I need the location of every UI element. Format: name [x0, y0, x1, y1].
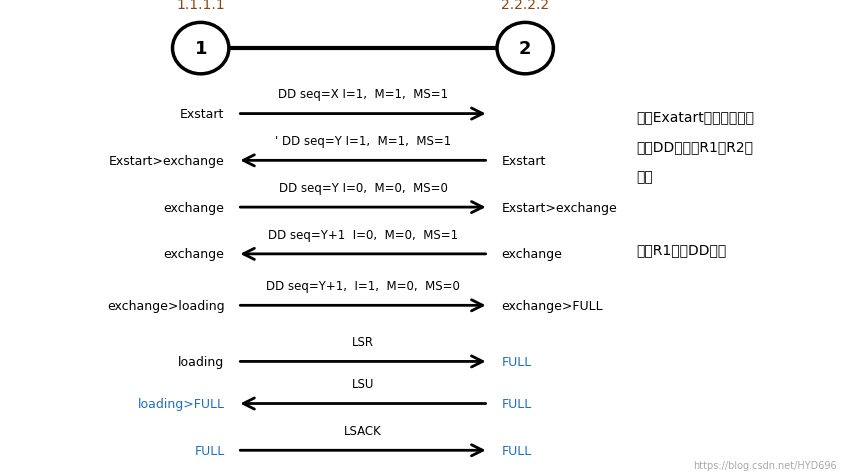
Text: Exstart>exchange: Exstart>exchange	[108, 155, 224, 168]
Text: 发）: 发）	[635, 170, 653, 184]
Ellipse shape	[496, 23, 553, 75]
Text: DD seq=Y+1,  I=1,  M=0,  MS=0: DD seq=Y+1, I=1, M=0, MS=0	[265, 279, 460, 293]
Text: loading: loading	[178, 355, 224, 368]
Text: FULL: FULL	[501, 397, 531, 410]
Text: Exstart>exchange: Exstart>exchange	[501, 201, 617, 214]
Text: exchange: exchange	[164, 201, 224, 214]
Text: https://blog.csdn.net/HYD696: https://blog.csdn.net/HYD696	[693, 460, 836, 470]
Text: DD seq=Y+1  I=0,  M=0,  MS=1: DD seq=Y+1 I=0, M=0, MS=1	[268, 228, 457, 241]
Text: exchange: exchange	[501, 248, 561, 261]
Text: 1: 1	[194, 40, 206, 58]
Text: FULL: FULL	[501, 355, 531, 368]
Text: 进入Exatart状态，并交互: 进入Exatart状态，并交互	[635, 109, 753, 124]
Text: exchange: exchange	[164, 248, 224, 261]
Text: Exstart: Exstart	[501, 155, 545, 168]
Text: exchange>loading: exchange>loading	[107, 299, 224, 312]
Text: loading>FULL: loading>FULL	[137, 397, 224, 410]
Text: 2.2.2.2: 2.2.2.2	[501, 0, 548, 12]
Text: 首先R1发送DD报文: 首先R1发送DD报文	[635, 243, 726, 257]
Text: ' DD seq=Y I=1,  M=1,  MS=1: ' DD seq=Y I=1, M=1, MS=1	[275, 135, 450, 148]
Text: DD seq=X I=1,  M=1,  MS=1: DD seq=X I=1, M=1, MS=1	[277, 88, 448, 101]
Text: 空的DD报文（R1、R2都: 空的DD报文（R1、R2都	[635, 140, 752, 154]
Ellipse shape	[172, 23, 229, 75]
Text: FULL: FULL	[194, 444, 224, 457]
Text: LSACK: LSACK	[344, 424, 381, 437]
Text: Exstart: Exstart	[180, 108, 224, 121]
Text: LSU: LSU	[351, 377, 374, 391]
Text: 2: 2	[519, 40, 531, 58]
Text: exchange>FULL: exchange>FULL	[501, 299, 602, 312]
Text: LSR: LSR	[351, 336, 374, 348]
Text: 1.1.1.1: 1.1.1.1	[177, 0, 224, 12]
Text: FULL: FULL	[501, 444, 531, 457]
Text: DD seq=Y I=0,  M=0,  MS=0: DD seq=Y I=0, M=0, MS=0	[278, 182, 447, 195]
